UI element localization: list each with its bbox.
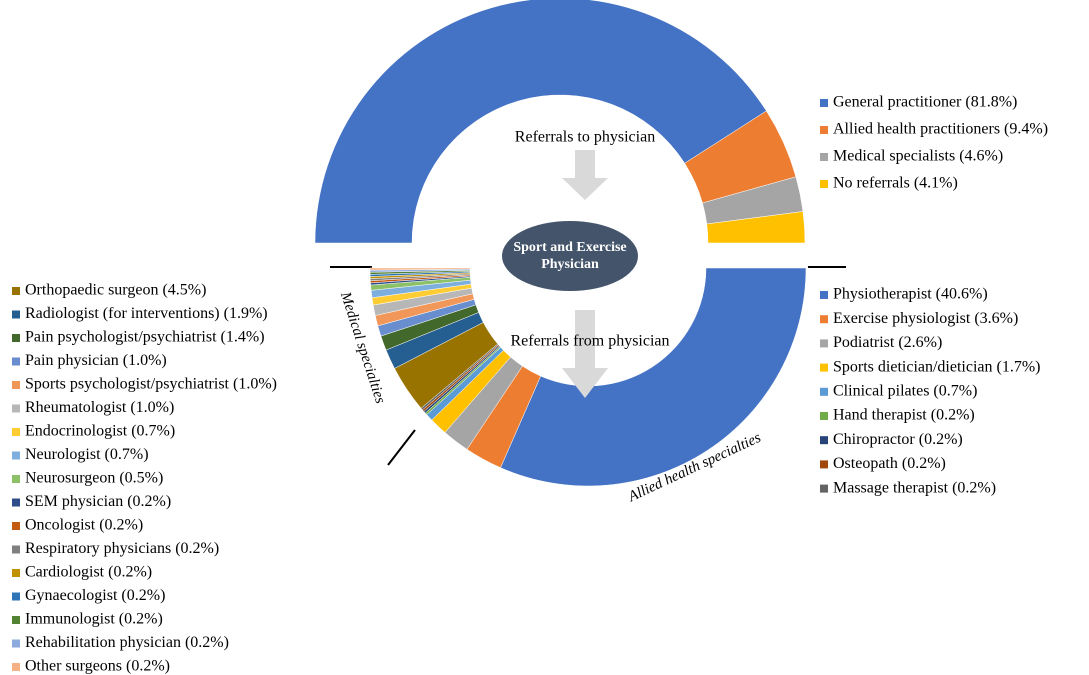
divider [387, 429, 416, 466]
legend-label: Massage therapist (0.2%) [833, 479, 996, 496]
legend-swatch [820, 180, 828, 188]
legend-swatch [12, 451, 20, 460]
legend-label: Podiatrist (2.6%) [833, 334, 942, 351]
legend-label: Medical specialists (4.6%) [833, 148, 1003, 165]
legend-swatch [820, 412, 828, 420]
legend-label: Pain physician (1.0%) [25, 352, 167, 369]
legend-label: General practitioner (81.8%) [833, 94, 1017, 111]
legend-swatch [12, 522, 20, 530]
legend-swatch [12, 404, 20, 413]
legend-swatch [820, 153, 828, 161]
donut-slice [706, 211, 806, 244]
legend-label: Neurosurgeon (0.5%) [25, 470, 163, 487]
legend-label: Gynaecologist (0.2%) [25, 587, 165, 604]
arrows [562, 150, 608, 398]
legend-label: Physiotherapist (40.6%) [833, 286, 988, 303]
legend-label: Chiropractor (0.2%) [833, 431, 963, 448]
legend-label: Hand therapist (0.2%) [833, 407, 975, 424]
arrow [562, 150, 608, 200]
donut-slice [369, 267, 471, 271]
legend-swatch [12, 545, 20, 554]
legend-swatch [820, 99, 828, 107]
legend-label: Exercise physiologist (3.6%) [833, 310, 1018, 327]
legend-swatch [820, 484, 828, 493]
legend-label: Other surgeons (0.2%) [25, 658, 170, 675]
legend-swatch [820, 126, 828, 134]
legend-swatch [12, 475, 20, 483]
legend-label: Radiologist (for interventions) (1.9%) [25, 305, 268, 322]
legend-swatch [12, 498, 20, 507]
annotation: Referrals to physician [515, 129, 655, 146]
legend-swatch [12, 428, 20, 436]
legend-label: Endocrinologist (0.7%) [25, 423, 175, 440]
legend-label: Clinical pilates (0.7%) [833, 382, 977, 399]
legend-label: Osteopath (0.2%) [833, 455, 946, 472]
legend-swatch [12, 639, 20, 648]
legend-swatch [820, 291, 828, 299]
donut-slice [314, 0, 767, 244]
legend-label: Respiratory physicians (0.2%) [25, 540, 219, 557]
legend-label: Sports dietician/dietician (1.7%) [833, 358, 1041, 375]
legend-label: Neurologist (0.7%) [25, 446, 149, 463]
legend-swatch [12, 592, 20, 601]
legend-swatch [12, 663, 20, 671]
legend-label: Oncologist (0.2%) [25, 517, 143, 534]
legend-label: Pain psychologist/psychiatrist (1.4%) [25, 329, 265, 346]
legend-swatch [12, 569, 20, 577]
legend-label: No referrals (4.1%) [833, 175, 958, 192]
legend-swatch [12, 381, 20, 389]
center-label: Sport and Exercise Physician [513, 240, 627, 272]
center-ellipse [502, 221, 638, 291]
legend-swatch [820, 339, 828, 348]
legend-label: Cardiologist (0.2%) [25, 564, 152, 581]
legend-label: SEM physician (0.2%) [25, 493, 171, 510]
legend-swatch [12, 357, 20, 366]
legend-label: Rehabilitation physician (0.2%) [25, 634, 229, 651]
arrow [562, 310, 608, 398]
legend-swatch [12, 334, 20, 342]
legend-swatch [820, 315, 828, 324]
legend-swatch [12, 616, 20, 624]
legend-swatch [12, 310, 20, 319]
legend-swatch [820, 436, 828, 445]
legend-swatch [820, 363, 828, 372]
legend-label: Allied health practitioners (9.4%) [833, 121, 1048, 138]
legend-label: Orthopaedic surgeon (4.5%) [25, 282, 206, 299]
legend-swatch [820, 387, 828, 396]
donut-slice [500, 267, 807, 487]
annotation: Referrals from physician [510, 333, 669, 350]
legend-label: Sports psychologist/psychiatrist (1.0%) [25, 376, 277, 393]
legend-label: Immunologist (0.2%) [25, 611, 163, 628]
legend-swatch [820, 460, 828, 469]
legend-swatch [12, 287, 20, 295]
legend-label: Rheumatologist (1.0%) [25, 399, 174, 416]
